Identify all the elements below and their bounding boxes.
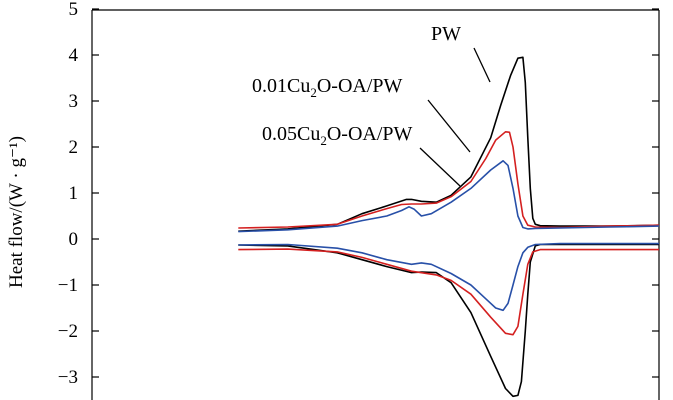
y-axis-label: Heat flow/(W · g⁻¹) [6, 136, 27, 288]
series-line-cooling [238, 242, 659, 312]
series-annotation: 0.01Cu2O-OA/PW [252, 75, 403, 100]
series-line-heating [238, 160, 660, 233]
y-tick-label: −2 [58, 321, 78, 342]
annotation-leader-line [419, 147, 461, 187]
y-tick-label: 1 [69, 183, 79, 204]
annotation-leader-line [473, 47, 491, 83]
y-tick-label: 0 [69, 229, 79, 250]
series-line-cooling [238, 243, 659, 398]
y-tick-label: −1 [58, 275, 78, 296]
series-line-cooling [238, 248, 659, 336]
series-lines [238, 56, 660, 398]
y-tick-label: 4 [69, 45, 79, 66]
annotation-leaders [419, 47, 491, 187]
plot-frame [91, 9, 660, 400]
y-tick-label: 3 [69, 91, 79, 112]
series-annotation: PW [431, 23, 461, 45]
series-annotation: 0.05Cu2O-OA/PW [262, 123, 413, 148]
annotations: PW 0.01Cu2O-OA/PW 0.05Cu2O-OA/PW [252, 23, 461, 148]
y-tick-label: 2 [69, 137, 79, 158]
annotation-leader-line [427, 99, 471, 153]
series-line-heating [238, 131, 660, 229]
y-tick-label: −3 [58, 367, 78, 388]
y-tick-label: 5 [69, 0, 79, 20]
y-axis: 5 4 3 2 1 0 −1 −2 −3 [58, 0, 659, 388]
series-line-heating [238, 56, 660, 232]
